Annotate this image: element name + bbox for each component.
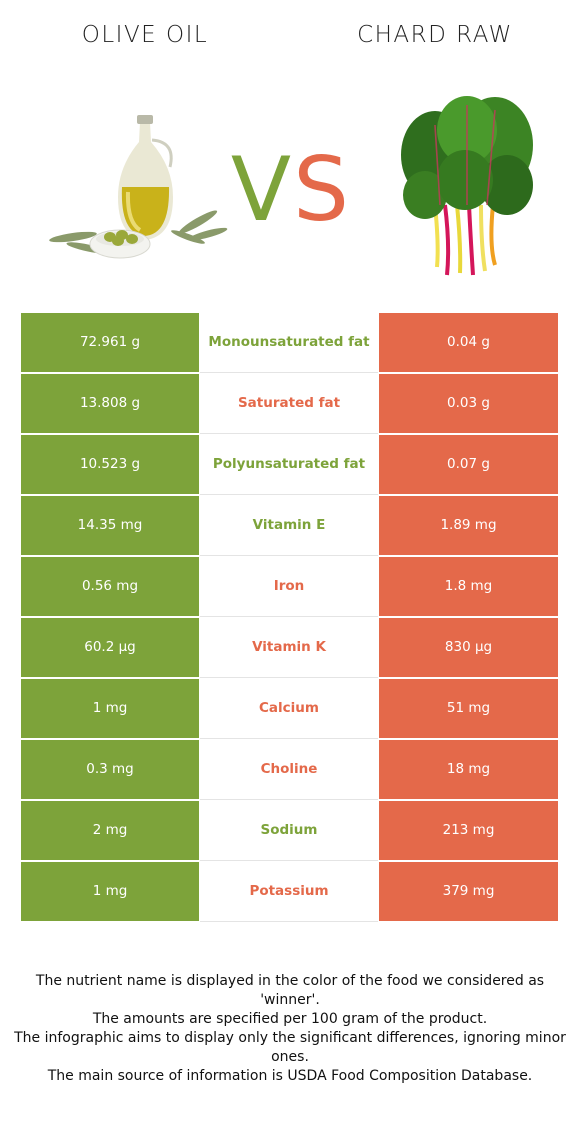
left-food-title: OLIVE OIL — [81, 22, 209, 48]
comparison-table: 72.961 g Monounsaturated fat 0.04 g 13.808 … — [21, 313, 558, 923]
footer-notes: The nutrient name is displayed in the co… — [14, 972, 566, 1086]
table-row: 13.808 g Saturated fat 0.03 g — [21, 374, 558, 435]
right-value: 379 mg — [379, 862, 558, 921]
left-value: 13.808 g — [21, 374, 199, 433]
left-value: 1 mg — [21, 862, 199, 921]
footer-line-winner: The nutrient name is displayed in the co… — [35, 973, 545, 1008]
right-value: 18 mg — [379, 740, 558, 799]
right-value: 213 mg — [379, 801, 558, 860]
table-row: 1 mg Calcium 51 mg — [21, 679, 558, 740]
nutrient-name: Vitamin E — [200, 496, 378, 556]
table-row: 2 mg Sodium 213 mg — [21, 801, 558, 862]
nutrient-name: Choline — [200, 740, 378, 800]
olive-oil-image — [49, 115, 228, 259]
right-value: 0.03 g — [379, 374, 558, 433]
footer-line-amounts: The amounts are specified per 100 gram o… — [92, 1011, 488, 1027]
nutrient-name: Polyunsaturated fat — [200, 435, 378, 495]
right-value: 0.04 g — [379, 313, 558, 372]
left-value: 14.35 mg — [21, 496, 199, 555]
left-value: 10.523 g — [21, 435, 199, 494]
nutrient-name: Potassium — [200, 862, 378, 922]
table-row: 0.56 mg Iron 1.8 mg — [21, 557, 558, 618]
right-value: 0.07 g — [379, 435, 558, 494]
right-value: 1.8 mg — [379, 557, 558, 616]
left-value: 1 mg — [21, 679, 199, 738]
vs-letter-s: S — [293, 140, 349, 230]
table-row: 10.523 g Polyunsaturated fat 0.07 g — [21, 435, 558, 496]
left-value: 72.961 g — [21, 313, 199, 372]
footer-line-scope: The infographic aims to display only the… — [14, 1030, 566, 1065]
left-value: 60.2 µg — [21, 618, 199, 677]
left-value: 2 mg — [21, 801, 199, 860]
table-row: 1 mg Potassium 379 mg — [21, 862, 558, 923]
nutrient-name: Saturated fat — [200, 374, 378, 434]
vs-letter-v: V — [231, 140, 291, 230]
table-row: 14.35 mg Vitamin E 1.89 mg — [21, 496, 558, 557]
chard-image — [401, 96, 533, 276]
table-row: 0.3 mg Choline 18 mg — [21, 740, 558, 801]
right-value: 51 mg — [379, 679, 558, 738]
nutrient-name: Iron — [200, 557, 378, 617]
table-row: 72.961 g Monounsaturated fat 0.04 g — [21, 313, 558, 374]
right-value: 830 µg — [379, 618, 558, 677]
left-value: 0.56 mg — [21, 557, 199, 616]
footer-line-source: The main source of information is USDA F… — [47, 1068, 533, 1084]
nutrient-name: Vitamin K — [200, 618, 378, 678]
table-row: 60.2 µg Vitamin K 830 µg — [21, 618, 558, 679]
right-food-title: CHARD RAW — [357, 22, 513, 48]
vs-label: V S — [231, 140, 349, 230]
right-value: 1.89 mg — [379, 496, 558, 555]
nutrient-name: Sodium — [200, 801, 378, 861]
left-value: 0.3 mg — [21, 740, 199, 799]
nutrient-name: Monounsaturated fat — [200, 313, 378, 373]
nutrient-name: Calcium — [200, 679, 378, 739]
